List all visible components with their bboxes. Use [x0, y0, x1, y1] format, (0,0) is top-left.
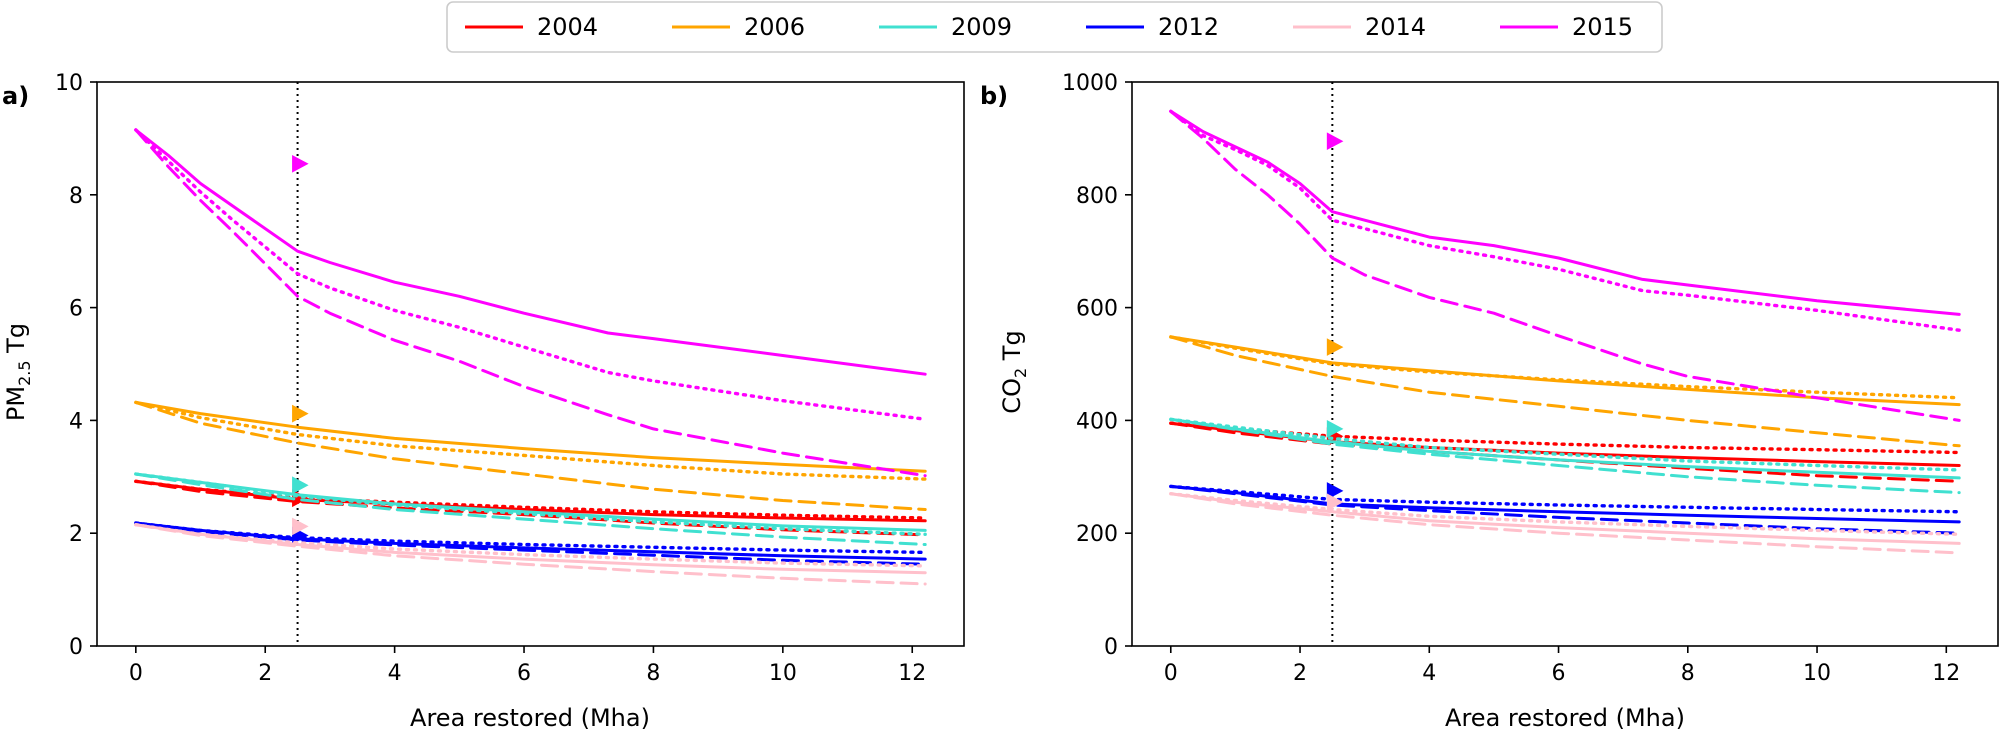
series-2012	[1169, 482, 1961, 535]
legend-entry-2004: 2004	[465, 13, 598, 41]
legend-label: 2015	[1572, 13, 1633, 41]
x-tick-label: 10	[1803, 661, 1831, 686]
legend-entry-2014: 2014	[1293, 13, 1426, 41]
series-2006-solid-line	[1169, 335, 1961, 407]
legend-entry-2006: 2006	[672, 13, 805, 41]
y-tick-label: 4	[69, 409, 83, 434]
y-tick-label: 0	[1104, 635, 1118, 660]
series-2006-marker	[292, 404, 309, 423]
series-2015-dashed-line	[134, 128, 927, 478]
panel-a: a) PM2.5 Tg Area restored (Mha) 0 2 4 6 8 10 1…	[2, 71, 965, 732]
series-2006	[134, 400, 927, 511]
y-tick-label: 800	[1076, 184, 1118, 209]
series-2009-dashed-line	[1169, 417, 1961, 495]
series-2015-dotted-line	[1169, 109, 1961, 332]
x-tick-label: 6	[1552, 661, 1566, 686]
series-2012-solid-line	[134, 521, 927, 561]
series-2012-marker	[1326, 482, 1344, 500]
series-2014-dotted-line	[1169, 492, 1961, 536]
series-2006-dotted-line	[134, 400, 927, 481]
y-tick-label: 1000	[1062, 71, 1118, 96]
y-tick-label: 6	[69, 297, 83, 322]
series-2006-dashed-line	[134, 400, 927, 511]
x-axis-label: Area restored (Mha)	[410, 704, 650, 732]
y-tick-label: 200	[1076, 522, 1118, 547]
legend-label: 2014	[1365, 13, 1426, 41]
series-2009	[134, 472, 927, 546]
series-2015	[134, 128, 927, 478]
x-tick-label: 0	[129, 661, 143, 686]
series-2015-dashed-line	[1169, 109, 1961, 422]
series-2015-solid-line	[134, 128, 927, 376]
x-tick-label: 4	[388, 661, 402, 686]
series-2014-marker	[1326, 493, 1344, 512]
legend-label: 2012	[1158, 13, 1219, 41]
y-tick-label: 400	[1076, 409, 1118, 434]
plot-area: 0 2 4 6 8 10 12 0 200 400 600 800 1000	[1062, 71, 1999, 686]
series-2009-solid-line	[134, 472, 927, 532]
series-2014-solid-line	[1169, 492, 1961, 545]
axes-frame	[96, 81, 965, 647]
series-2009	[1169, 417, 1961, 495]
series-2014	[134, 517, 927, 586]
series-2015	[1169, 109, 1961, 422]
panel-label: a)	[2, 82, 29, 110]
series-2015-dotted-line	[134, 128, 927, 421]
legend: 2004 2006 2009 2012 2014 2015	[446, 1, 1663, 53]
series-2006-marker	[1326, 338, 1344, 356]
y-axis-label: PM2.5 Tg	[2, 323, 34, 421]
series-2009-dotted-line	[1169, 417, 1961, 472]
y-tick-label: 8	[69, 184, 83, 209]
y-tick-label: 600	[1076, 297, 1118, 322]
series-2012-dotted-line	[1169, 484, 1961, 514]
axes-frame	[1131, 81, 1999, 647]
series-2015-marker	[1326, 132, 1344, 151]
x-tick-label: 2	[258, 661, 272, 686]
series-2015-marker	[292, 154, 309, 173]
panel-b: b) CO2 Tg Area restored (Mha) 0 2 4 6 8 10 120…	[980, 71, 1999, 732]
x-tick-label: 12	[898, 661, 926, 686]
x-tick-label: 12	[1932, 661, 1960, 686]
plot-area: 0 2 4 6 8 10 12 0 2 4 6 8 10	[55, 71, 965, 686]
series-2014-solid-line	[134, 523, 927, 575]
x-tick-label: 0	[1164, 661, 1178, 686]
x-tick-label: 8	[646, 661, 660, 686]
panel-label: b)	[980, 82, 1008, 110]
legend-label: 2009	[951, 13, 1012, 41]
x-axis-label: Area restored (Mha)	[1445, 704, 1685, 732]
x-tick-label: 10	[769, 661, 797, 686]
legend-label: 2006	[744, 13, 805, 41]
legend-entry-2009: 2009	[879, 13, 1012, 41]
legend-label: 2004	[537, 13, 598, 41]
series-2014	[1169, 492, 1961, 555]
series-2009-marker	[1326, 420, 1344, 438]
series-2006-dashed-line	[1169, 335, 1961, 448]
series-2009-dashed-line	[134, 472, 927, 546]
y-tick-label: 0	[69, 635, 83, 660]
x-tick-label: 6	[517, 661, 531, 686]
y-tick-label: 10	[55, 71, 83, 96]
x-tick-label: 8	[1681, 661, 1695, 686]
y-tick-label: 2	[69, 522, 83, 547]
series-2009-marker	[292, 476, 309, 495]
x-tick-label: 2	[1293, 661, 1307, 686]
series-2014-marker	[292, 517, 309, 536]
series-2006	[1169, 335, 1961, 448]
y-axis-label: CO2 Tg	[998, 330, 1030, 413]
legend-frame	[446, 1, 1663, 53]
legend-entry-2015: 2015	[1500, 13, 1633, 41]
series-2015-solid-line	[1169, 109, 1961, 316]
x-tick-label: 4	[1422, 661, 1436, 686]
series-2014-dashed-line	[1169, 492, 1961, 555]
series-2004-dashed-line	[134, 479, 927, 537]
legend-entry-2012: 2012	[1086, 13, 1219, 41]
series-2009-solid-line	[1169, 417, 1961, 480]
series-2006-solid-line	[134, 400, 927, 473]
series-2012-solid-line	[1169, 484, 1961, 524]
